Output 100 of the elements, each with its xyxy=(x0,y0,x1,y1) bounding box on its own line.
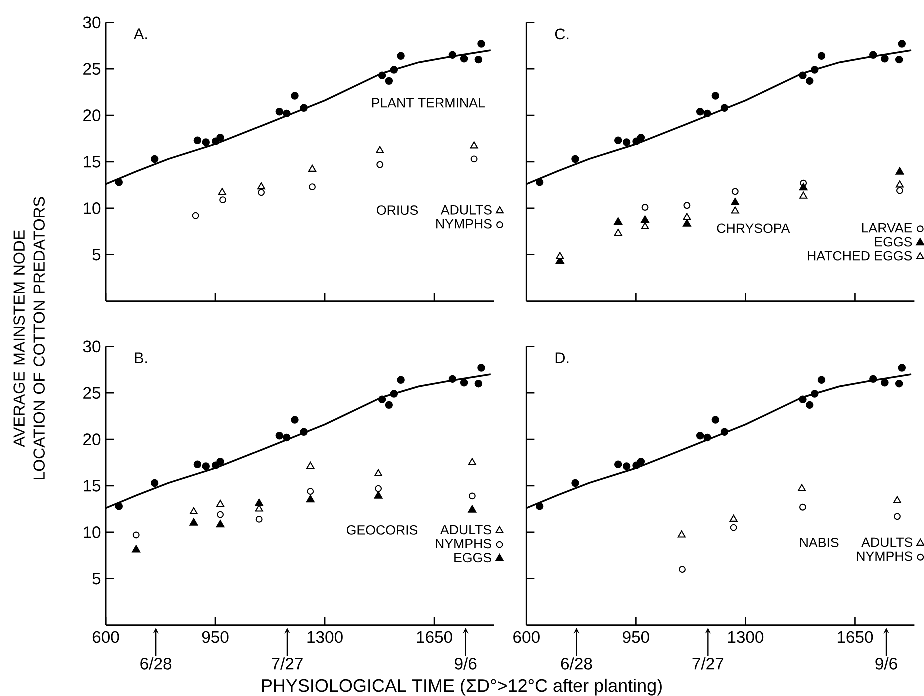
point xyxy=(376,146,384,154)
point xyxy=(799,396,807,404)
annotation: 9/6 xyxy=(876,658,898,670)
point xyxy=(306,462,315,470)
point xyxy=(378,396,386,404)
point xyxy=(190,518,198,526)
point xyxy=(641,222,650,230)
point xyxy=(255,498,264,506)
legend-label: NYMPHS xyxy=(857,552,913,562)
point xyxy=(614,460,622,469)
point xyxy=(536,502,544,510)
point xyxy=(679,566,686,574)
legend-label: EGGS xyxy=(454,553,492,563)
point xyxy=(300,428,308,436)
point xyxy=(556,252,564,260)
point xyxy=(896,180,904,188)
point xyxy=(468,505,477,513)
point xyxy=(637,134,646,142)
x-tick-label: 950 xyxy=(623,631,650,644)
point xyxy=(730,514,738,522)
y-tick-label: 20 xyxy=(84,110,101,122)
x-tick-label: 600 xyxy=(514,631,540,644)
point xyxy=(256,516,263,523)
y-tick-label: 5 xyxy=(92,249,101,261)
legend-label: ADULTS xyxy=(440,525,492,535)
point xyxy=(637,458,646,466)
point xyxy=(704,434,712,442)
point xyxy=(642,204,649,211)
legend-label: NYMPHS xyxy=(436,539,492,549)
point xyxy=(192,212,200,220)
point xyxy=(376,161,384,168)
point xyxy=(374,469,383,476)
point xyxy=(684,202,691,210)
point xyxy=(720,104,729,112)
point xyxy=(397,376,405,384)
point xyxy=(678,530,686,538)
point xyxy=(216,520,225,528)
point xyxy=(291,416,299,424)
point xyxy=(696,108,704,116)
point xyxy=(470,156,478,163)
point xyxy=(306,495,315,503)
y-tick-label: 5 xyxy=(92,573,101,585)
point xyxy=(202,138,210,146)
point xyxy=(468,458,476,466)
chart-title: A. xyxy=(134,28,148,40)
y-tick-label: 30 xyxy=(83,340,101,353)
point xyxy=(448,51,457,60)
point xyxy=(731,198,740,206)
x-tick-label: 600 xyxy=(92,631,120,644)
point xyxy=(282,434,291,442)
point xyxy=(895,56,904,64)
legend-label: HATCHED EGGS xyxy=(808,251,912,261)
x-tick-label: 1300 xyxy=(308,631,343,644)
point xyxy=(307,488,314,496)
point xyxy=(572,479,580,488)
legend-label: ADULTS xyxy=(862,538,913,548)
point xyxy=(150,155,159,164)
point xyxy=(309,184,316,191)
point xyxy=(894,513,901,520)
x-tick-label: 1650 xyxy=(417,631,452,644)
point xyxy=(682,219,692,227)
point xyxy=(881,55,889,63)
annotation: 6/28 xyxy=(561,658,592,670)
annotation: 9/6 xyxy=(455,658,477,670)
legend-label: EGGS xyxy=(875,237,912,247)
y-tick-label: 30 xyxy=(83,16,101,29)
point xyxy=(258,182,266,190)
point xyxy=(898,364,906,372)
point xyxy=(614,228,622,236)
point xyxy=(218,188,226,196)
point xyxy=(895,380,904,388)
legend-title: ORIUS xyxy=(377,206,418,216)
annotation: 6/28 xyxy=(140,658,172,670)
point xyxy=(478,40,486,48)
point xyxy=(799,72,807,80)
point xyxy=(818,52,826,60)
point xyxy=(572,155,580,164)
point xyxy=(898,40,906,48)
y-tick-label: 15 xyxy=(84,480,101,492)
y-tick-label: 10 xyxy=(84,202,101,214)
point xyxy=(704,110,712,118)
point xyxy=(696,432,704,440)
series-label: PLANT TERMINAL xyxy=(372,98,485,108)
point xyxy=(448,375,457,384)
point xyxy=(202,462,210,470)
point xyxy=(614,218,623,226)
point xyxy=(115,502,124,510)
legend-label: ADULTS xyxy=(440,205,492,215)
point xyxy=(641,216,650,224)
point xyxy=(216,500,225,508)
point xyxy=(276,432,284,440)
point xyxy=(460,379,468,387)
point xyxy=(622,462,631,470)
point xyxy=(217,511,224,518)
point xyxy=(390,390,398,398)
point xyxy=(474,56,483,64)
point xyxy=(730,524,738,532)
point xyxy=(300,104,308,112)
annotation: 7/27 xyxy=(692,658,724,670)
point xyxy=(216,134,224,142)
